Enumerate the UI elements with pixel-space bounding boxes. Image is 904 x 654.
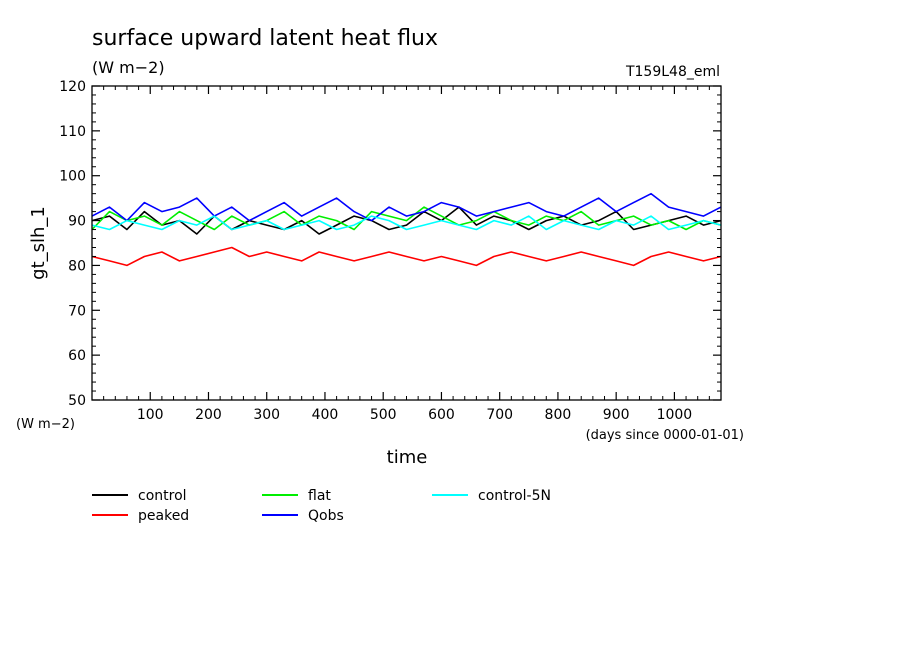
y-tick-label: 60 xyxy=(68,348,86,364)
x-tick-label: 900 xyxy=(603,407,630,423)
series-line-4 xyxy=(91,215,722,231)
x-tick-label: 200 xyxy=(195,407,222,423)
y-tick-label: 80 xyxy=(68,258,86,274)
chart-subtitle: (W m−2) xyxy=(92,58,165,77)
y-tick-label: 50 xyxy=(68,393,86,409)
ticks-layer: 100 200 300 400 500 600 700 800 900 1000 50 60 70 80 9… xyxy=(59,79,721,423)
x-tick-label: 600 xyxy=(428,407,455,423)
x-tick-label: 700 xyxy=(486,407,513,423)
x-tick-label: 400 xyxy=(312,407,339,423)
x-tick-label: 100 xyxy=(137,407,164,423)
y-tick-label: 70 xyxy=(68,303,86,319)
y-tick-label: 100 xyxy=(59,169,86,185)
plot-frame xyxy=(91,85,722,401)
x-tick-label: 1000 xyxy=(657,407,693,423)
legend-label-4: control-5N xyxy=(478,488,551,504)
x-axis-units: (days since 0000-01-01) xyxy=(586,428,744,443)
y-tick-label: 120 xyxy=(59,79,86,95)
legend-label-2: flat xyxy=(308,488,331,504)
chart-title: surface upward latent heat flux xyxy=(92,26,438,51)
x-tick-label: 800 xyxy=(545,407,572,423)
series-line-1 xyxy=(91,246,722,267)
legend-label-3: Qobs xyxy=(308,508,344,524)
legend-label-1: peaked xyxy=(138,508,189,524)
run-label: T159L48_eml xyxy=(625,64,720,80)
series-line-3 xyxy=(91,192,722,222)
y-tick-label: 90 xyxy=(68,214,86,230)
legend-label-0: control xyxy=(138,488,187,504)
y-axis-units: (W m−2) xyxy=(16,417,75,432)
y-tick-label: 110 xyxy=(59,124,86,140)
x-axis-label: time xyxy=(387,447,428,468)
y-axis-label: gt_slh_1 xyxy=(28,206,49,280)
legend: control peaked flat Qobs control-5N xyxy=(92,488,551,524)
x-tick-label: 300 xyxy=(253,407,280,423)
series-layer xyxy=(91,192,722,267)
x-tick-label: 500 xyxy=(370,407,397,423)
